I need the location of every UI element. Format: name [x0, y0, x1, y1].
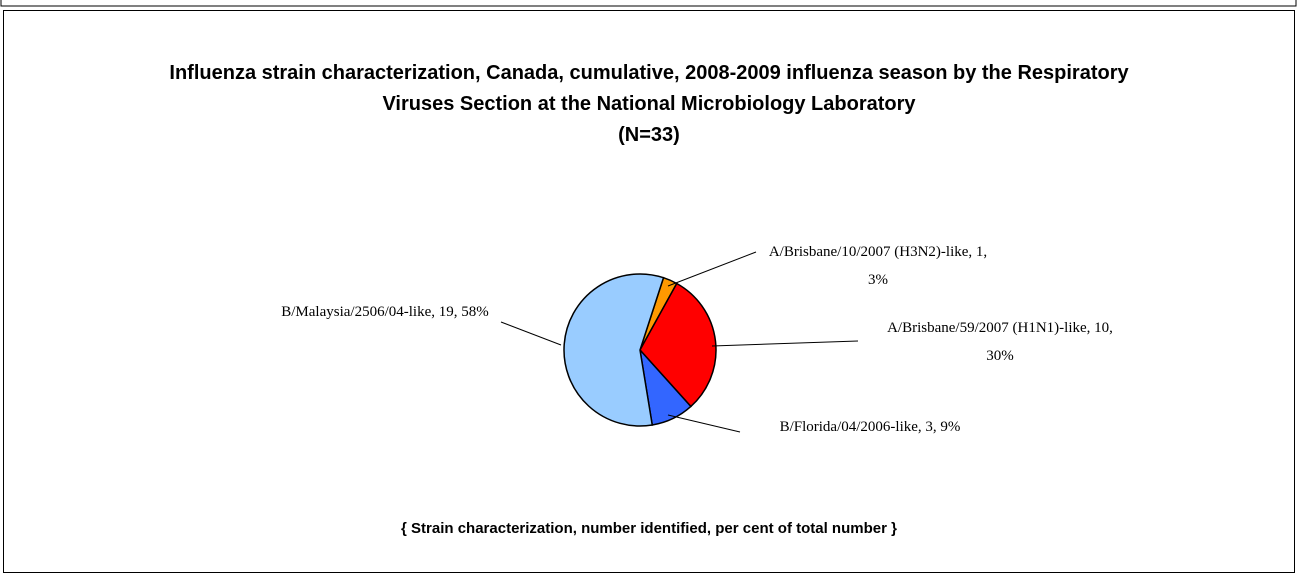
frame-top	[0, 0, 1297, 7]
pie	[563, 273, 717, 427]
frame	[3, 10, 1295, 573]
data-label-box: A/Brisbane/10/2007 (H3N2)-like, 1, 3%	[768, 244, 988, 288]
data-label: B/Malaysia/2506/04-like, 19, 58%	[281, 304, 489, 320]
pie-slice	[563, 273, 665, 427]
data-label: A/Brisbane/59/2007 (H1N1)-like, 10, 30%	[887, 320, 1113, 364]
subtitle-text: (N=33)	[618, 124, 680, 146]
data-label-box: A/Brisbane/59/2007 (H1N1)-like, 10, 30%	[887, 320, 1113, 364]
data-label: B/Florida/04/2006-like, 3, 9%	[779, 419, 961, 435]
data-labels: A/Brisbane/10/2007 (H3N2)-like, 1, 3% A/B…	[281, 244, 1113, 435]
chart-title: Influenza strain characterization, Canad…	[169, 58, 1129, 151]
data-label-box: B/Florida/04/2006-like, 3, 9%	[779, 419, 961, 435]
leader-line	[711, 340, 859, 347]
leader-lines	[500, 251, 859, 433]
leader-line	[667, 251, 757, 287]
pie-slice	[639, 282, 717, 408]
chart-note: { Strain characterization, number identi…	[401, 520, 897, 537]
data-label-box: B/Malaysia/2506/04-like, 19, 58%	[281, 304, 489, 320]
leader-line	[500, 321, 562, 346]
title-text: Influenza strain characterization, Canad…	[169, 62, 1129, 115]
data-label: A/Brisbane/10/2007 (H3N2)-like, 1, 3%	[768, 244, 988, 288]
leader-line	[667, 414, 741, 433]
